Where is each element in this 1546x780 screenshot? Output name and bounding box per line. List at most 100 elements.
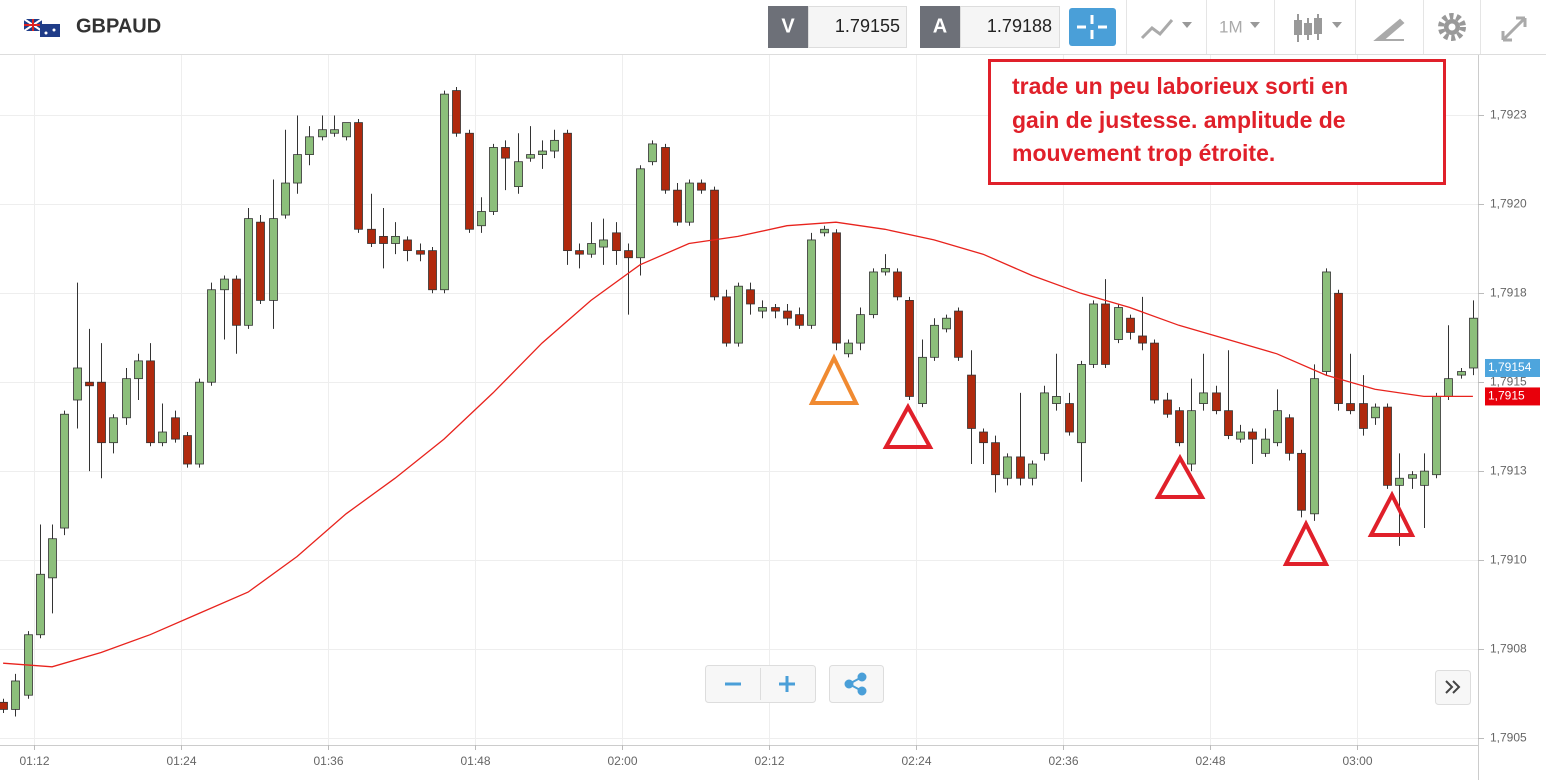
candle-body xyxy=(807,239,816,326)
candle-body xyxy=(1334,292,1343,404)
candle-body xyxy=(1028,463,1037,479)
candle-body xyxy=(783,310,792,319)
price-marker-label: 1,79154 xyxy=(1488,360,1532,374)
candle-body xyxy=(97,381,106,444)
candle-body xyxy=(918,356,927,404)
candle-body xyxy=(1224,410,1233,436)
share-button[interactable] xyxy=(829,665,884,703)
candle-body xyxy=(550,139,559,152)
timeframe-button[interactable]: 1M xyxy=(1219,17,1243,36)
candle-body xyxy=(134,360,143,380)
draw-button[interactable] xyxy=(1373,18,1405,41)
candle-body xyxy=(48,538,57,579)
candle-body xyxy=(624,250,633,259)
scroll-end-button[interactable] xyxy=(1435,670,1471,705)
candle-body xyxy=(1285,417,1294,454)
candle-body xyxy=(942,317,951,330)
candle-body xyxy=(1371,406,1380,419)
candle-body xyxy=(1261,438,1270,454)
candle-body xyxy=(1065,403,1074,433)
caret xyxy=(1250,22,1260,28)
candle-body xyxy=(758,307,767,312)
crosshair-button[interactable] xyxy=(1069,8,1116,46)
candle-body xyxy=(60,413,69,529)
candle-body xyxy=(697,182,706,191)
candle-body xyxy=(36,573,45,636)
candle-body xyxy=(1444,378,1453,397)
candle-body xyxy=(514,161,523,187)
candle-body xyxy=(391,235,400,244)
signal-triangle xyxy=(882,402,934,449)
candle-body xyxy=(612,232,621,252)
candle-body xyxy=(452,90,461,134)
candle-body xyxy=(354,122,363,230)
chart-type-button[interactable] xyxy=(1294,14,1322,42)
candle-body xyxy=(0,701,8,710)
y-tick-label: 1,7920 xyxy=(1490,197,1527,211)
y-tick-label: 1,7918 xyxy=(1490,286,1527,300)
candle-body xyxy=(710,189,719,298)
candle-body xyxy=(305,136,314,155)
candle-body xyxy=(905,300,914,397)
candle-body xyxy=(416,250,425,255)
candle-body xyxy=(281,182,290,216)
settings-button[interactable] xyxy=(1438,13,1466,41)
zoom-in-button[interactable] xyxy=(779,676,795,692)
candle-body xyxy=(881,268,890,273)
candle-body xyxy=(722,296,731,344)
x-tick-label: 01:12 xyxy=(19,754,49,768)
candle-body xyxy=(1150,342,1159,401)
caret xyxy=(1332,22,1342,28)
candle-body xyxy=(1346,403,1355,412)
candle-body xyxy=(1212,392,1221,412)
candle-body xyxy=(1089,303,1098,365)
annotation-line: mouvement trop étroite. xyxy=(1012,140,1275,166)
ask-label: A xyxy=(933,15,947,37)
candle-body xyxy=(501,147,510,159)
candle-body xyxy=(1457,371,1466,376)
y-tick-label: 1,7923 xyxy=(1490,108,1527,122)
x-tick-label: 01:48 xyxy=(460,754,490,768)
price-marker-label: 1,7915 xyxy=(1488,389,1525,403)
candle-body xyxy=(820,228,829,234)
candle-body xyxy=(832,232,841,344)
share-icon xyxy=(844,672,867,696)
indicator-button[interactable] xyxy=(1140,19,1174,40)
candle-body xyxy=(428,250,437,291)
candle-body xyxy=(1359,403,1368,429)
candle-body xyxy=(538,150,547,155)
candle-body xyxy=(489,147,498,212)
fullscreen-button[interactable] xyxy=(1501,16,1527,42)
candle-body xyxy=(171,417,180,440)
candle-body xyxy=(1016,456,1025,479)
candle-body xyxy=(403,239,412,252)
candle-body xyxy=(636,168,645,259)
bid-price: 1.79155 xyxy=(835,16,900,36)
annotation-line: gain de justesse. amplitude de xyxy=(1012,107,1346,133)
y-tick-label: 1,7905 xyxy=(1490,731,1527,745)
candle-body xyxy=(844,342,853,355)
candle-body xyxy=(685,182,694,223)
candle-body xyxy=(379,235,388,244)
candle-body xyxy=(440,93,449,291)
candle-body xyxy=(795,314,804,326)
candle-body xyxy=(1432,396,1441,476)
ask-box[interactable] xyxy=(960,6,1060,48)
bid-label-box xyxy=(768,6,808,48)
candle-body xyxy=(954,310,963,358)
candle-body xyxy=(73,367,82,401)
candle-body xyxy=(563,132,572,252)
candle-body xyxy=(1395,477,1404,486)
candle-body xyxy=(1003,456,1012,479)
y-tick-label: 1,7913 xyxy=(1490,464,1527,478)
candle-body xyxy=(146,360,155,444)
x-tick-label: 02:24 xyxy=(901,754,931,768)
candle-body xyxy=(734,285,743,344)
scroll-icon xyxy=(1445,680,1461,694)
x-tick-label: 03:00 xyxy=(1342,754,1372,768)
candle-body xyxy=(1187,410,1196,465)
candle-body xyxy=(771,307,780,312)
bid-box[interactable] xyxy=(808,6,907,48)
candle-body xyxy=(1163,399,1172,415)
